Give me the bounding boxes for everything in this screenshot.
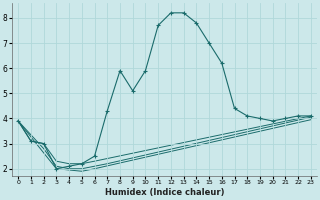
X-axis label: Humidex (Indice chaleur): Humidex (Indice chaleur) [105, 188, 224, 197]
